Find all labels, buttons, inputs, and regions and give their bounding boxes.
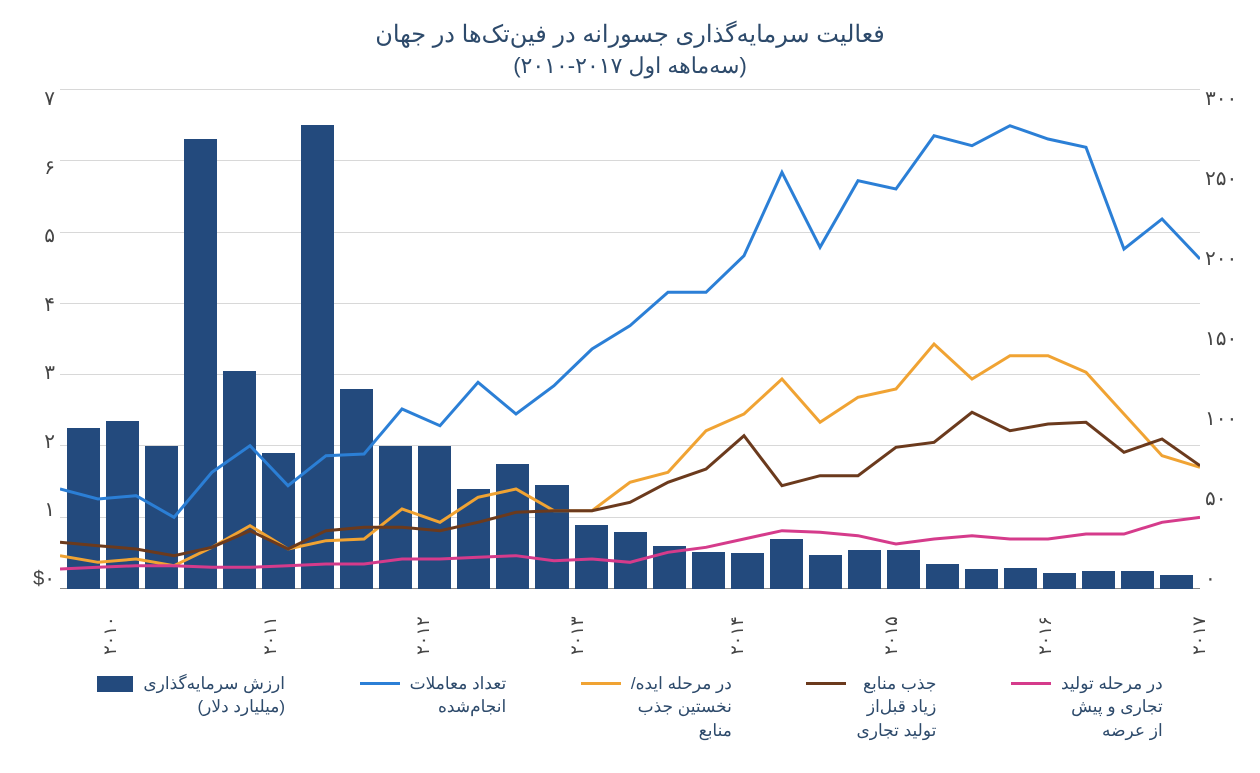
legend-text: جذب منابعزیاد قبل‌ازتولید تجاری (856, 672, 936, 743)
legend-item: در مرحله ایده/نخستین جذبمنابع (581, 672, 732, 743)
y-right-tick: ۲۰۰ (1205, 249, 1250, 269)
x-axis: ۲۰۱۰۲۰۱۱۲۰۱۲۲۰۱۳۲۰۱۴۲۰۱۵۲۰۱۶۲۰۱۷ (60, 595, 1200, 665)
y-left-tick: ۱ (20, 500, 55, 520)
y-axis-right: ۳۰۰ ۲۵۰ ۲۰۰ ۱۵۰ ۱۰۰ ۵۰ ۰ (1205, 89, 1250, 589)
legend-swatch (97, 676, 133, 692)
line-deals (60, 126, 1200, 518)
legend-swatch (360, 682, 400, 685)
x-year-label: ۲۰۱۰ (100, 616, 121, 655)
legend: ارزش‌ سرمایه‌گذاری(میلیارد دلار) تعداد مع… (60, 672, 1200, 743)
legend-item: تعداد معاملاتانجام‌شده (360, 672, 507, 720)
legend-item: در مرحله تولیدتجاری و پیشاز عرضه (1011, 672, 1163, 743)
y-left-tick: ۲ (20, 432, 55, 452)
y-right-tick: ۱۵۰ (1205, 329, 1250, 349)
y-left-tick: ۵ (20, 226, 55, 246)
y-right-tick: ۳۰۰ (1205, 89, 1250, 109)
y-right-tick: ۱۰۰ (1205, 409, 1250, 429)
x-year-label: ۲۰۱۲ (413, 616, 434, 655)
plot-area: ۷۶۵۴۳۲۱$۰ ۳۰۰۲۵۰۲۰۰۱۵۰۱۰۰۵۰۰ (60, 89, 1200, 589)
x-year-label: ۲۰۱۵ (881, 616, 902, 655)
x-year-label: ۲۰۱۴ (727, 616, 748, 655)
y-left-tick: ۳ (20, 363, 55, 383)
legend-swatch (581, 682, 621, 685)
chart-container: فعالیت سرمایه‌گذاری جسورانه در فین‌تک‌ها… (60, 20, 1200, 623)
legend-item: ارزش‌ سرمایه‌گذاری(میلیارد دلار) (97, 672, 285, 720)
x-year-label: ۲۰۱۷ (1189, 616, 1210, 655)
legend-item: جذب منابعزیاد قبل‌ازتولید تجاری (806, 672, 936, 743)
legend-text: در مرحله ایده/نخستین جذبمنابع (631, 672, 732, 743)
legend-swatch (806, 682, 846, 685)
legend-text: تعداد معاملاتانجام‌شده (410, 672, 507, 720)
y-left-tick: ۷ (20, 89, 55, 109)
y-right-tick: ۵۰ (1205, 489, 1250, 509)
line-seed (60, 344, 1200, 566)
legend-swatch (1011, 682, 1051, 685)
legend-text: در مرحله تولیدتجاری و پیشاز عرضه (1061, 672, 1163, 743)
y-left-tick: ۶ (20, 158, 55, 178)
x-year-label: ۲۰۱۳ (567, 616, 588, 655)
chart-subtitle: (سه‌ماهه اول ۲۰۱۷-۲۰۱۰) (60, 53, 1200, 79)
y-axis-left: ۷ ۶ ۵ ۴ ۳ ۲ ۱ $۰ (20, 89, 55, 589)
y-right-tick: ۲۵۰ (1205, 169, 1250, 189)
chart-title: فعالیت سرمایه‌گذاری جسورانه در فین‌تک‌ها… (60, 20, 1200, 49)
y-left-tick: $۰ (20, 569, 55, 589)
line-late (60, 517, 1200, 569)
y-left-tick: ۴ (20, 295, 55, 315)
x-year-label: ۲۰۱۶ (1035, 616, 1056, 655)
legend-text: ارزش‌ سرمایه‌گذاری(میلیارد دلار) (143, 672, 285, 720)
y-right-tick: ۰ (1205, 569, 1250, 589)
lines-group (60, 89, 1200, 589)
x-year-label: ۲۰۱۱ (260, 616, 281, 655)
